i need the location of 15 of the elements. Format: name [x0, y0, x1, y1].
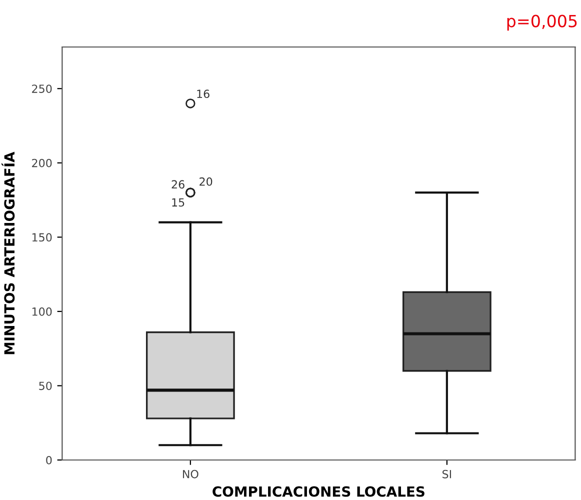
y-tick-label: 0 — [46, 456, 52, 464]
y-tick-label: 100 — [32, 307, 52, 316]
annotation: 16 — [197, 90, 210, 98]
y-tick-label: 50 — [39, 382, 52, 390]
x-tick-label: NO — [182, 470, 198, 478]
annotation: 26 — [172, 180, 184, 189]
y-tick-label: 200 — [32, 158, 52, 168]
x-axis-title: COMPLICACIONES LOCALES — [212, 486, 424, 497]
text: p=0,005 — [507, 14, 577, 31]
y-axis-title: MINUTOS ARTERIOGRAFÍA — [2, 152, 15, 354]
annotation: 20 — [200, 177, 212, 186]
annotation: 15 — [172, 198, 184, 207]
x-tick-label: SI — [442, 470, 452, 478]
y-tick-label: 150 — [32, 233, 52, 242]
y-tick-label: 250 — [32, 84, 52, 93]
